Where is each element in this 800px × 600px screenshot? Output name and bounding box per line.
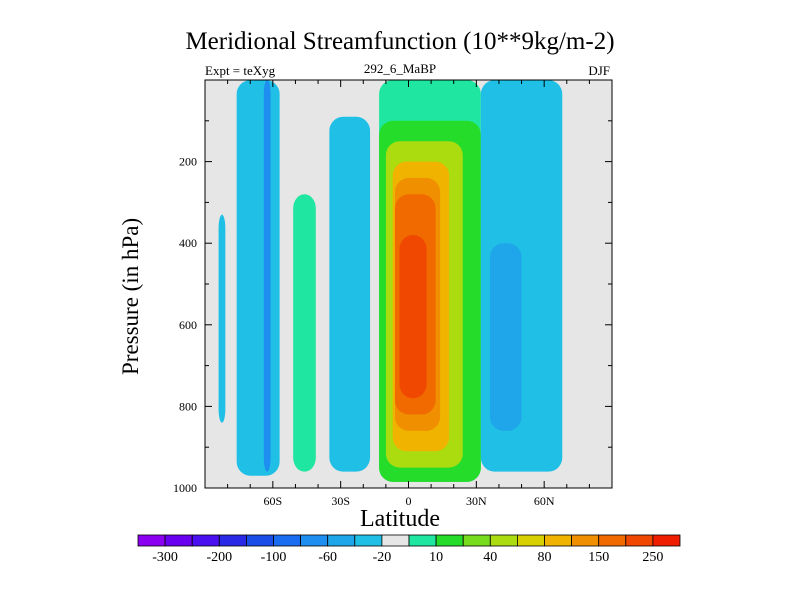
x-tick-label-4: 60N xyxy=(534,494,555,508)
contour-region-13 xyxy=(489,243,522,431)
x-tick-label-3: 30N xyxy=(466,494,487,508)
colorbar-swatch-5 xyxy=(273,534,302,547)
colorbar-swatch-19 xyxy=(652,534,681,547)
colorbar-label-8: 150 xyxy=(588,550,609,565)
colorbar-swatch-15 xyxy=(544,534,573,547)
colorbar-label-3: -60 xyxy=(318,550,337,565)
colorbar-swatch-2 xyxy=(191,534,220,547)
colorbar-swatch-3 xyxy=(218,534,247,547)
y-tick-label-3: 800 xyxy=(179,399,197,413)
colorbar-label-7: 80 xyxy=(538,550,552,565)
run-label: 292_6_MaBP xyxy=(363,61,437,76)
colorbar-label-1: -200 xyxy=(206,550,232,565)
colorbar-swatch-0 xyxy=(137,534,166,547)
colorbar-label-0: -300 xyxy=(152,550,178,565)
y-tick-label-2: 600 xyxy=(179,318,197,332)
colorbar-swatch-18 xyxy=(625,534,654,547)
colorbar-swatch-7 xyxy=(327,534,356,547)
colorbar-swatch-6 xyxy=(300,534,329,547)
y-tick-label-1: 400 xyxy=(179,236,197,250)
colorbar-label-2: -100 xyxy=(261,550,287,565)
colorbar-label-6: 40 xyxy=(483,550,497,565)
colorbar-swatch-17 xyxy=(598,534,627,547)
y-tick-label-0: 200 xyxy=(179,155,197,169)
colorbar-swatch-16 xyxy=(571,534,600,547)
contour-region-2 xyxy=(263,80,271,472)
colorbar-swatch-4 xyxy=(245,534,274,547)
colorbar-swatch-12 xyxy=(462,534,491,547)
x-tick-label-0: 60S xyxy=(263,494,282,508)
y-tick-label-4: 1000 xyxy=(173,481,197,495)
colorbar-label-5: 10 xyxy=(429,550,443,565)
colorbar-swatch-9 xyxy=(381,534,410,547)
colorbar-swatch-14 xyxy=(517,534,545,547)
expt-label: Expt = teXyg xyxy=(205,63,276,78)
season-label: DJF xyxy=(588,63,610,78)
colorbar-swatch-1 xyxy=(164,534,193,547)
chart-title: Meridional Streamfunction (10**9kg/m-2) xyxy=(185,28,615,55)
colorbar-swatch-11 xyxy=(435,534,464,547)
colorbar-swatch-13 xyxy=(489,534,518,547)
colorbar-label-9: 250 xyxy=(642,550,663,565)
colorbar-label-4: -20 xyxy=(373,550,392,565)
colorbar-swatch-10 xyxy=(408,534,437,547)
contour-region-4 xyxy=(329,116,371,472)
colorbar-swatch-8 xyxy=(354,534,383,547)
contour-region-0 xyxy=(218,214,226,423)
x-tick-label-2: 0 xyxy=(406,494,412,508)
x-tick-label-1: 30S xyxy=(331,494,350,508)
contour-region-11 xyxy=(399,235,427,399)
contour-region-3 xyxy=(293,194,316,472)
x-axis-label: Latitude xyxy=(360,506,440,532)
